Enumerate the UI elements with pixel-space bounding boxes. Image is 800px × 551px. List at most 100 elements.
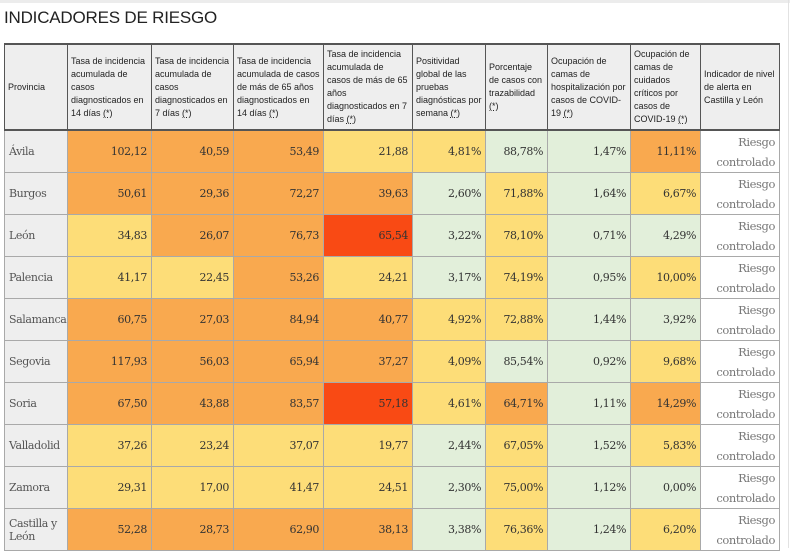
province-cell: Ávila <box>4 129 68 173</box>
indicator-cell: 57,18 <box>323 382 413 425</box>
column-header: Tasa de incidencia acumulada de casos di… <box>67 43 152 131</box>
indicator-cell: 0,95% <box>547 256 631 299</box>
table-row: Ávila 102,12 40,59 53,49 21,88 4,81% 88,78% 1,4… <box>4 129 780 173</box>
indicator-cell: 65,94 <box>233 340 324 383</box>
indicator-cell: 76,73 <box>233 214 324 257</box>
scrollbar-track[interactable] <box>788 0 789 548</box>
province-cell: Palencia <box>4 256 68 299</box>
indicator-cell: 53,26 <box>233 256 324 299</box>
footnote-link[interactable]: (*) <box>269 107 279 118</box>
table-row: Soria 67,50 43,88 83,57 57,18 4,61% 64,71% 1,11… <box>4 382 780 425</box>
column-header-label: Tasa de incidencia acumulada de casos di… <box>71 55 146 118</box>
indicator-cell: 3,22% <box>412 214 486 257</box>
indicator-cell: 67,05% <box>485 424 548 467</box>
indicator-cell: 4,29% <box>630 214 701 257</box>
indicator-cell: 1,64% <box>547 172 631 215</box>
indicator-cell: 84,94 <box>233 298 324 341</box>
indicator-cell: 0,71% <box>547 214 631 257</box>
province-cell: Castilla y León <box>4 508 68 551</box>
table-row: Zamora 29,31 17,00 41,47 24,51 2,30% 75,00% 1,1… <box>4 466 780 509</box>
column-header-label: Provincia <box>8 81 46 92</box>
indicator-cell: 2,60% <box>412 172 486 215</box>
page-title: INDICADORES DE RIESGO <box>4 8 218 27</box>
footnote-link[interactable]: (*) <box>182 107 192 118</box>
indicator-cell: 14,29% <box>630 382 701 425</box>
indicator-cell: 24,51 <box>323 466 413 509</box>
indicator-cell: 9,68% <box>630 340 701 383</box>
indicator-cell: 4,61% <box>412 382 486 425</box>
indicator-cell: 43,88 <box>151 382 234 425</box>
table-row: León 34,83 26,07 76,73 65,54 3,22% 78,10% 0,71%… <box>4 214 780 257</box>
indicator-cell: 40,59 <box>151 129 234 173</box>
column-header: Ocupación de camas de cuidados críticos … <box>630 43 701 131</box>
indicator-cell: 1,47% <box>547 129 631 173</box>
column-header: Tasa de incidencia acumulada de casos de… <box>233 43 324 131</box>
risk-indicators-table: Provincia Tasa de incidencia acumulada de… <box>4 43 780 551</box>
footnote-link[interactable]: (*) <box>678 114 688 124</box>
indicator-cell: 26,07 <box>151 214 234 257</box>
column-header-label: Indicador de nivel de alerta en Castilla… <box>704 68 775 105</box>
indicator-cell: 1,24% <box>547 508 631 551</box>
footnote-link[interactable]: (*) <box>489 101 499 111</box>
alert-level-cell: Riesgo controlado <box>700 256 780 299</box>
province-cell: León <box>4 214 68 257</box>
alert-level-cell: Riesgo controlado <box>700 172 780 215</box>
indicator-cell: 37,07 <box>233 424 324 467</box>
top-border <box>0 0 790 3</box>
indicator-cell: 3,92% <box>630 298 701 341</box>
indicator-cell: 41,17 <box>67 256 152 299</box>
alert-level-cell: Riesgo controlado <box>700 298 780 341</box>
indicator-cell: 6,67% <box>630 172 701 215</box>
alert-level-cell: Riesgo controlado <box>700 424 780 467</box>
indicator-cell: 53,49 <box>233 129 324 173</box>
footnote-link[interactable]: (*) <box>103 107 113 118</box>
column-header: Tasa de incidencia acumulada de casos di… <box>151 43 234 131</box>
footnote-link[interactable]: (*) <box>450 107 461 118</box>
indicator-cell: 11,11% <box>630 129 701 173</box>
column-header-label: Tasa de incidencia acumulada de casos de… <box>237 55 320 118</box>
table-row: Segovia 117,93 56,03 65,94 37,27 4,09% 85,54% 0… <box>4 340 780 383</box>
province-cell: Salamanca <box>4 298 68 341</box>
alert-level-cell: Riesgo controlado <box>700 129 780 173</box>
column-header: Positividad global de las pruebas diagnó… <box>412 43 486 131</box>
column-header: Ocupación de camas de hospitalización po… <box>547 43 631 131</box>
table-row: Salamanca 60,75 27,03 84,94 40,77 4,92% 72,88%… <box>4 298 780 341</box>
indicator-cell: 29,31 <box>67 466 152 509</box>
footnote-link[interactable]: (*) <box>563 107 574 118</box>
table-row: Castilla y León 52,28 28,73 62,90 38,13 3,38%… <box>4 508 780 551</box>
alert-level-cell: Riesgo controlado <box>700 508 780 551</box>
indicator-cell: 22,45 <box>151 256 234 299</box>
column-header-label: Tasa de incidencia acumulada de casos di… <box>155 55 230 118</box>
indicator-cell: 74,19% <box>485 256 548 299</box>
indicator-cell: 72,88% <box>485 298 548 341</box>
indicator-cell: 38,13 <box>323 508 413 551</box>
indicator-cell: 37,26 <box>67 424 152 467</box>
indicator-cell: 1,12% <box>547 466 631 509</box>
province-cell: Burgos <box>4 172 68 215</box>
indicator-cell: 64,71% <box>485 382 548 425</box>
indicator-cell: 52,28 <box>67 508 152 551</box>
indicator-cell: 19,77 <box>323 424 413 467</box>
column-header: Porcentaje de casos con trazabilidad (*) <box>485 43 548 131</box>
indicator-cell: 40,77 <box>323 298 413 341</box>
indicator-cell: 10,00% <box>630 256 701 299</box>
indicator-cell: 83,57 <box>233 382 324 425</box>
indicator-cell: 6,20% <box>630 508 701 551</box>
indicator-cell: 56,03 <box>151 340 234 383</box>
indicator-cell: 4,81% <box>412 129 486 173</box>
indicator-cell: 71,88% <box>485 172 548 215</box>
column-header: Provincia <box>4 43 68 131</box>
indicator-cell: 21,88 <box>323 129 413 173</box>
province-cell: Valladolid <box>4 424 68 467</box>
indicator-cell: 4,09% <box>412 340 486 383</box>
indicator-cell: 0,00% <box>630 466 701 509</box>
indicator-cell: 1,44% <box>547 298 631 341</box>
indicator-cell: 2,30% <box>412 466 486 509</box>
footnote-link[interactable]: (*) <box>346 114 357 124</box>
province-cell: Zamora <box>4 466 68 509</box>
indicator-cell: 23,24 <box>151 424 234 467</box>
indicator-cell: 17,00 <box>151 466 234 509</box>
indicator-cell: 3,38% <box>412 508 486 551</box>
indicator-cell: 88,78% <box>485 129 548 173</box>
indicator-cell: 117,93 <box>67 340 152 383</box>
